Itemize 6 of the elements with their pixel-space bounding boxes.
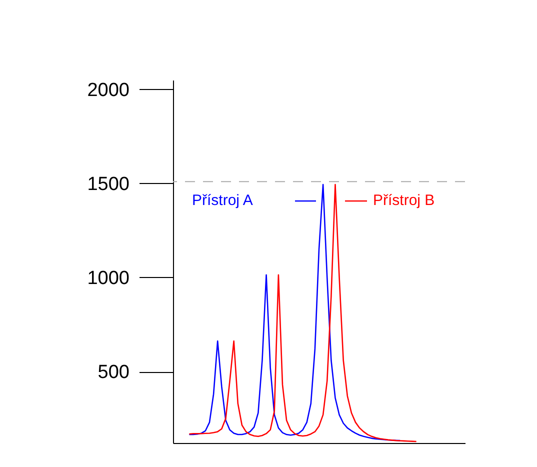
text: Přístroj A: [192, 192, 253, 209]
y-tick-label: 500: [98, 362, 130, 384]
legend-label: Přístroj B: [373, 192, 435, 209]
y-tick-label: 2000: [87, 80, 130, 101]
y-tick-label: 1500: [87, 174, 130, 195]
y-tick-label: 1000: [87, 268, 130, 289]
